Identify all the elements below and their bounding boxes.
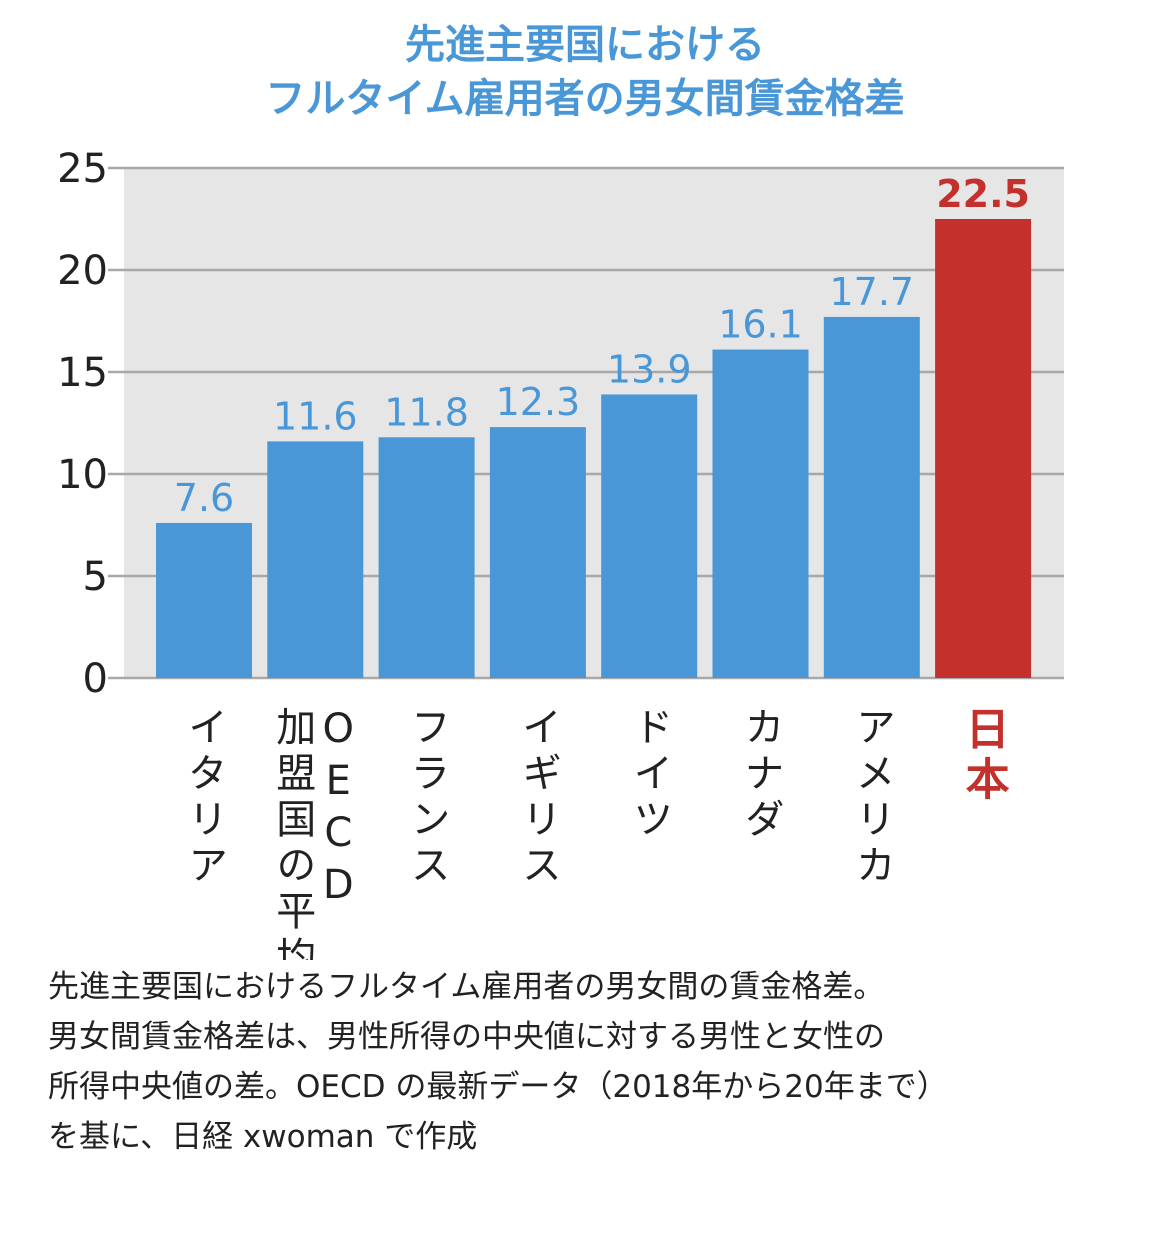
category-label-0: イタリア	[181, 706, 227, 890]
category-label-1-col-0: OECD	[315, 706, 361, 914]
caption-line-4: を基に、日経 xwoman で作成	[48, 1119, 478, 1155]
ytick-label: 5	[83, 554, 108, 600]
bar-1	[267, 441, 364, 678]
category-label-6: アメリカ	[849, 706, 895, 890]
value-label-5: 16.1	[718, 303, 803, 347]
value-label-3: 12.3	[496, 380, 581, 424]
ytick-label: 10	[57, 452, 108, 498]
chart-title-line-1: 先進主要国における	[405, 22, 765, 68]
bar-chart: 0 5 10 15 20 25 7.6 11.6 11.8 12.3 13.9 16.1 17.7 22…	[57, 146, 1064, 960]
category-label-1-col-1: 加盟国の平均	[269, 706, 315, 960]
plot-area	[124, 168, 1064, 678]
value-labels: 7.6 11.6 11.8 12.3 13.9 16.1 17.7 22.5	[174, 172, 1030, 520]
ytick-label: 15	[57, 350, 108, 396]
bar-0	[156, 522, 252, 678]
bar-2	[378, 437, 475, 678]
value-label-2: 11.8	[384, 390, 469, 434]
chart-title: 先進主要国における フルタイム雇用者の男女間賃金格差	[0, 18, 1170, 126]
chart-caption: 先進主要国におけるフルタイム雇用者の男女間の賃金格差。 男女間賃金格差は、男性所…	[48, 962, 1138, 1162]
ytick-label: 25	[57, 146, 108, 192]
bar-7	[935, 219, 1032, 678]
value-label-6: 17.7	[829, 270, 914, 314]
category-label-5: カナダ	[738, 706, 784, 844]
category-label-4: ドイツ	[626, 706, 672, 844]
value-label-4: 13.9	[607, 347, 692, 391]
value-label-7: 22.5	[936, 172, 1030, 216]
value-label-0: 7.6	[174, 476, 234, 520]
bar-6	[823, 316, 920, 678]
ytick-label: 0	[83, 656, 108, 702]
caption-line-2: 男女間賃金格差は、男性所得の中央値に対する男性と女性の	[48, 1019, 885, 1055]
y-axis-ticks: 0 5 10 15 20 25	[57, 146, 124, 702]
bar-5	[712, 349, 809, 678]
bar-4	[601, 394, 698, 678]
chart-title-line-2: フルタイム雇用者の男女間賃金格差	[265, 76, 905, 122]
caption-line-1: 先進主要国におけるフルタイム雇用者の男女間の賃金格差。	[48, 969, 885, 1005]
category-label-3: イギリス	[515, 706, 561, 890]
bars	[156, 219, 1032, 678]
category-label-7: 日本	[958, 706, 1010, 806]
ytick-label: 20	[57, 248, 108, 294]
category-label-2: フランス	[404, 706, 450, 890]
caption-line-3: 所得中央値の差。OECD の最新データ（2018年から20年まで）	[48, 1069, 948, 1105]
bar-3	[489, 427, 586, 678]
value-label-1: 11.6	[273, 394, 358, 438]
